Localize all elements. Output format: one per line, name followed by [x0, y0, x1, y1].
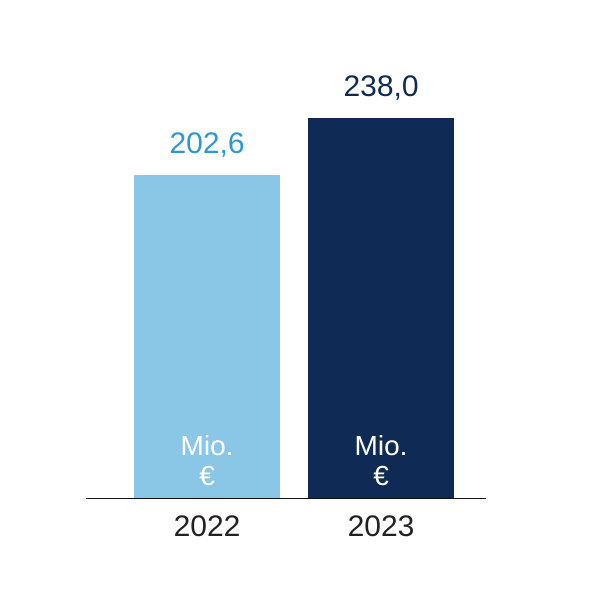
value-label-2022: 202,6 [134, 129, 280, 159]
unit-label-2022: Mio.€ [134, 431, 280, 490]
value-label-2023: 238,0 [308, 72, 454, 102]
bar-2023: 238,0Mio.€ [308, 118, 454, 498]
unit-label-line2: € [134, 461, 280, 490]
unit-label-line2: € [308, 461, 454, 490]
unit-label-2023: Mio.€ [308, 431, 454, 490]
unit-label-line1: Mio. [308, 431, 454, 460]
bar-chart: 202,6Mio.€2022238,0Mio.€2023 [0, 0, 608, 608]
bar-2022: 202,6Mio.€ [134, 175, 280, 498]
x-axis-baseline [86, 498, 486, 499]
unit-label-line1: Mio. [134, 431, 280, 460]
category-label-2023: 2023 [308, 512, 454, 542]
category-label-2022: 2022 [134, 512, 280, 542]
